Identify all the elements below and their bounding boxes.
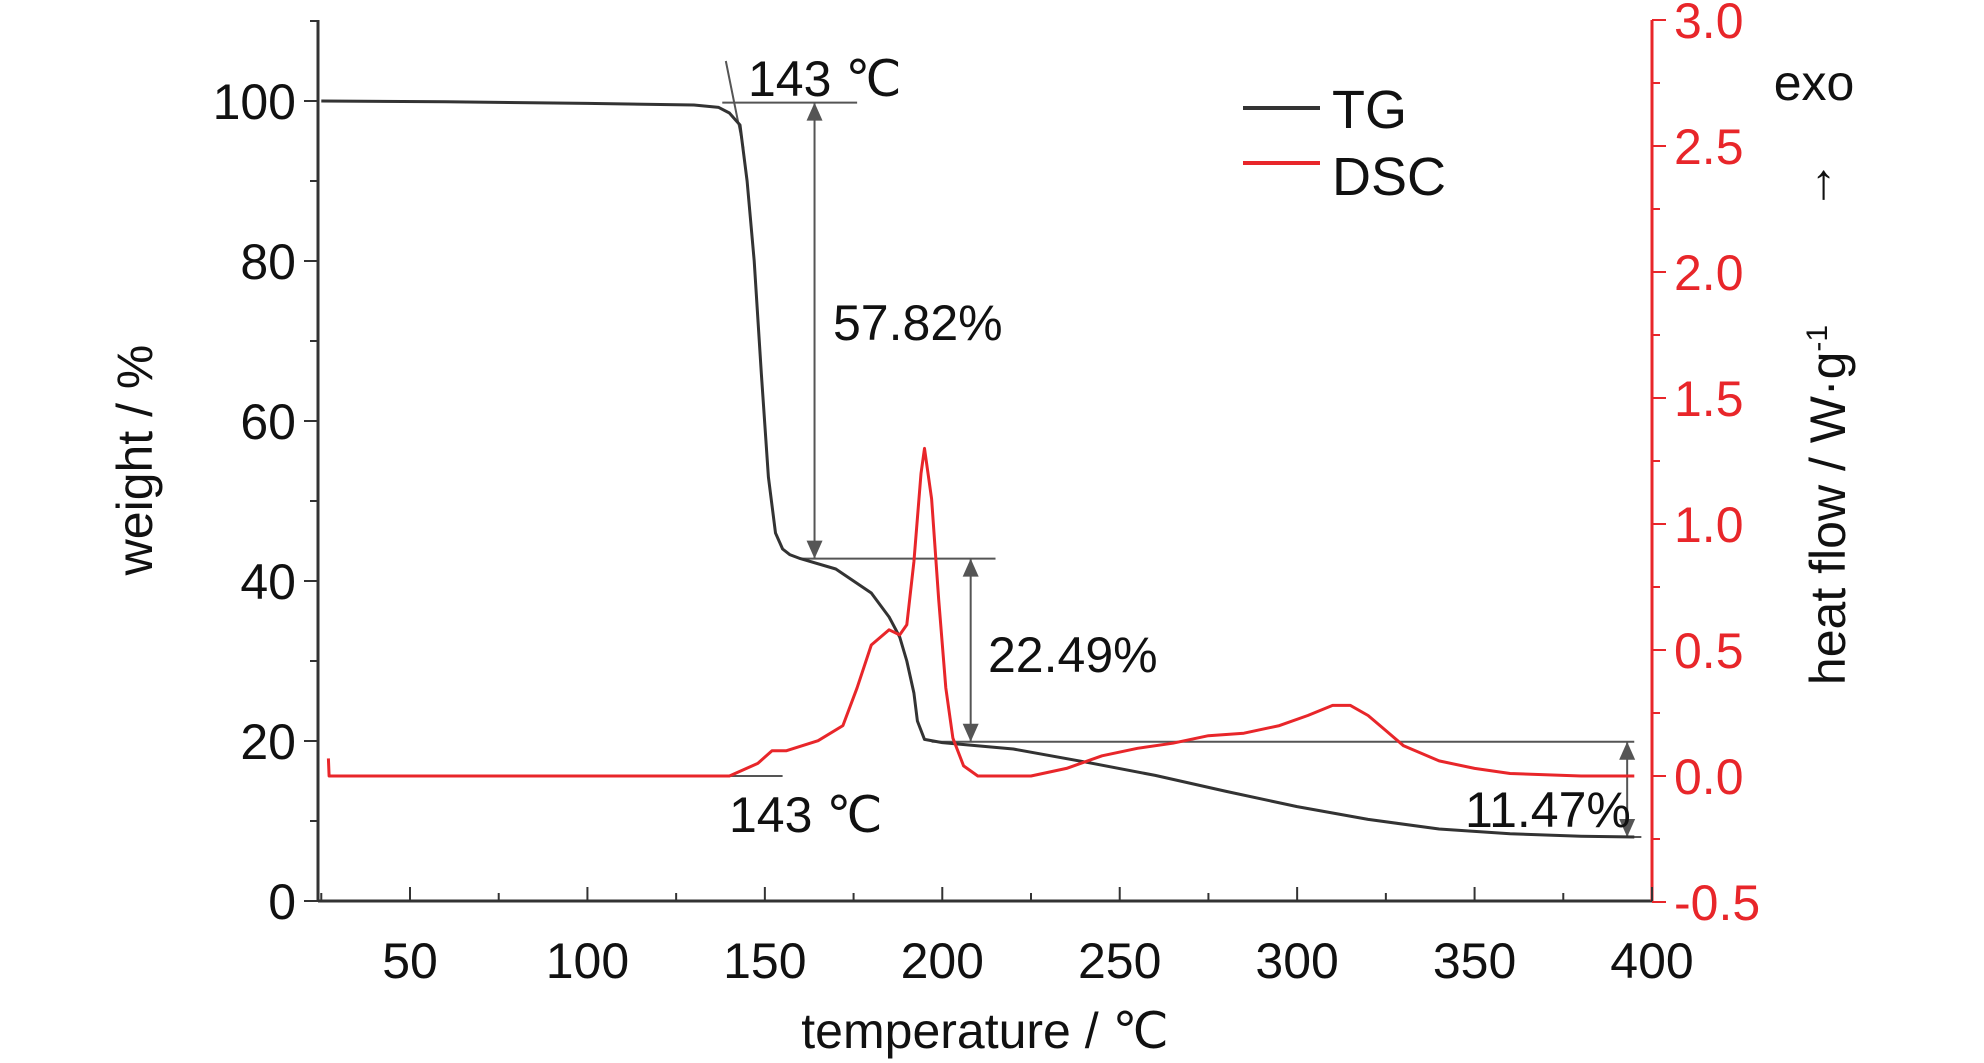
- x-tick-label-250: 250: [1078, 933, 1161, 989]
- measurement-arrows: [806, 102, 1636, 837]
- y-left-axis-title: weight / %: [107, 345, 163, 577]
- y-left-tick-label-0: 0: [268, 874, 296, 930]
- y-left-tick-label-20: 20: [240, 714, 296, 770]
- legend: TG DSC: [1243, 80, 1446, 207]
- measurement-arrow-22: [962, 558, 979, 742]
- y-right-tick-label-6: 2.5: [1674, 119, 1744, 175]
- y-right-tick-label-3: 1.0: [1674, 497, 1744, 553]
- x-tick-label-350: 350: [1433, 933, 1516, 989]
- legend-tg-label: TG: [1332, 80, 1407, 140]
- x-axis-title: temperature / ℃: [801, 1003, 1168, 1059]
- measurement-arrow-11: [1619, 741, 1636, 837]
- y-left-tick-label-80: 80: [240, 234, 296, 290]
- arrow-57-head-bottom: [806, 540, 823, 559]
- x-tick-label-50: 50: [382, 933, 438, 989]
- arrow-22-head-top: [962, 558, 979, 577]
- y-left-tick-label-60: 60: [240, 394, 296, 450]
- annotation-onset-tg: 143 ℃: [748, 51, 901, 107]
- legend-dsc-label: DSC: [1332, 147, 1446, 207]
- series-line-dsc: [326, 446, 1635, 778]
- y-right-tick-label-7: 3.0: [1674, 0, 1744, 49]
- x-tick-label-400: 400: [1610, 933, 1693, 989]
- y-right-axis-title-superscript: -1: [1801, 325, 1834, 352]
- annotation-onset-dsc: 143 ℃: [729, 787, 882, 843]
- y-right-tick-label-1: 0.0: [1674, 749, 1744, 805]
- y-right-axis-title: heat flow / W·g-1: [1800, 325, 1856, 685]
- y-right-tick-label-4: 1.5: [1674, 371, 1744, 427]
- series-line-tg: [321, 99, 1635, 839]
- arrow-57-head-top: [806, 102, 823, 121]
- annotation-loss-11: 11.47%: [1465, 782, 1631, 838]
- axis-ticks: 50 100 150 200 250 300 350 400 0 20 40 60 80 100 -0.5 0…: [213, 0, 1761, 989]
- measurement-arrow-57: [806, 102, 823, 559]
- x-tick-label-100: 100: [546, 933, 629, 989]
- reference-lines: [722, 60, 1642, 838]
- x-tick-label-200: 200: [901, 933, 984, 989]
- arrow-11-head-bottom: [1619, 819, 1636, 837]
- exo-arrow: →: [1787, 160, 1843, 210]
- y-right-axis-title-main: heat flow / W·g: [1800, 352, 1856, 685]
- arrow-22-head-bottom: [962, 723, 979, 742]
- y-left-tick-label-40: 40: [240, 554, 296, 610]
- y-right-tick-label-5: 2.0: [1674, 245, 1744, 301]
- series-group: [321, 99, 1635, 839]
- arrow-11-head-top: [1619, 741, 1636, 760]
- y-right-tick-label-2: 0.5: [1674, 623, 1744, 679]
- y-left-tick-label-100: 100: [213, 74, 296, 130]
- x-tick-label-150: 150: [723, 933, 806, 989]
- annotation-loss-22: 22.49%: [988, 627, 1158, 683]
- annotation-loss-57: 57.82%: [833, 295, 1003, 351]
- exo-label: exo: [1774, 55, 1855, 111]
- y-right-tick-label-0: -0.5: [1674, 875, 1760, 931]
- x-tick-label-300: 300: [1255, 933, 1338, 989]
